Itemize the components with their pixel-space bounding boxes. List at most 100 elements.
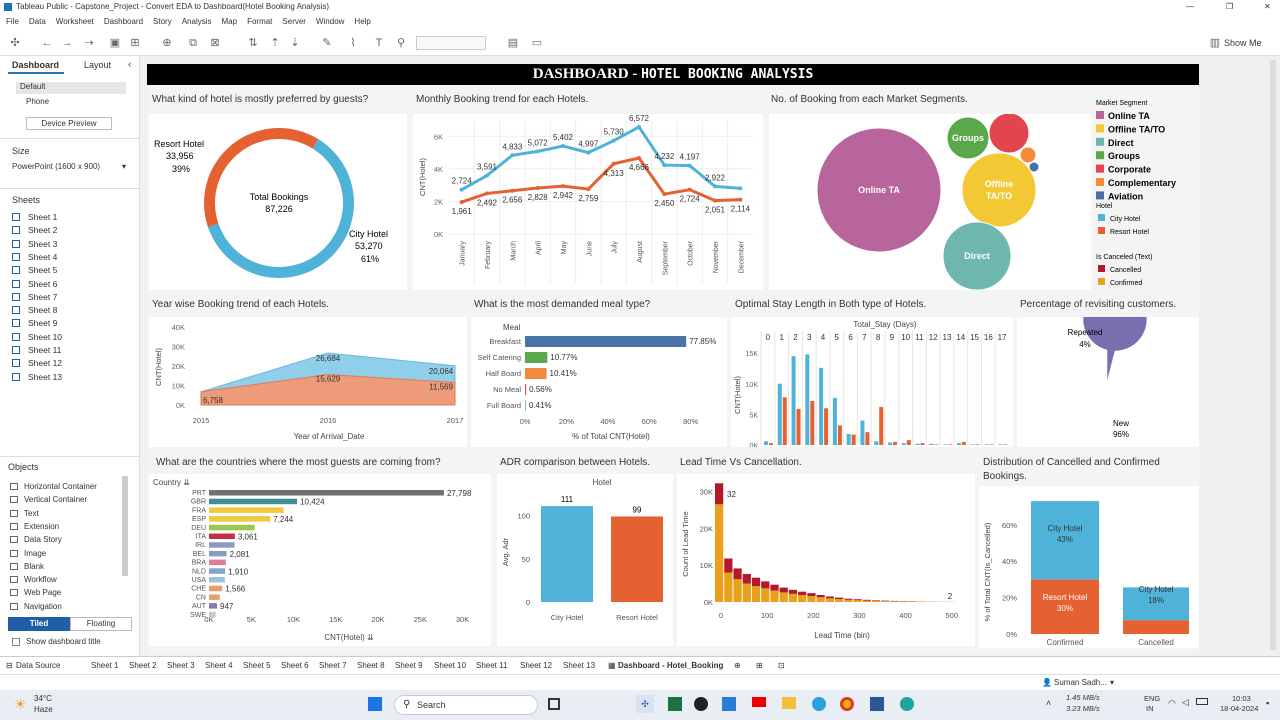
new-story-tab-icon[interactable]: ⊡ [778,661,785,670]
show-cards-icon[interactable]: ▤ [507,37,519,49]
search-box[interactable]: ⚲ Search [394,695,538,715]
lang-1[interactable]: ENG [1144,694,1161,703]
object-item[interactable]: Horizontal Container [24,482,97,491]
save-icon[interactable]: ▣ [109,37,121,49]
github-icon[interactable] [694,697,708,711]
lang-2[interactable]: IN [1146,704,1154,713]
pin-icon[interactable]: ⚲ [396,37,406,49]
add-datasource-icon[interactable]: ⊞ [130,37,140,49]
menu-analysis[interactable]: Analysis [181,17,212,26]
sheet-tab[interactable]: Sheet 1 [91,661,119,670]
sheet-item[interactable]: Sheet 13 [28,371,63,382]
chevron-down-icon[interactable]: ▾ [1110,678,1115,687]
sheet-item[interactable]: Sheet 7 [28,291,58,302]
object-item[interactable]: Web Page [24,588,62,598]
sheet-item[interactable]: Sheet 11 [28,345,62,355]
sort-asc-icon[interactable]: ⇡ [270,37,280,49]
object-item[interactable]: Workflow [24,575,57,585]
sheet-tab[interactable]: Sheet 7 [319,661,347,670]
taskview-icon[interactable] [548,698,560,710]
notification-icon[interactable]: ▪ [1266,698,1270,708]
sheet-tab[interactable]: Sheet 13 [563,661,596,670]
labels-icon[interactable]: T [375,37,383,49]
speaker-icon[interactable]: ◁ [1182,697,1189,707]
object-item[interactable]: Navigation [24,601,62,611]
chevron-up-icon[interactable]: ˄ [1046,698,1052,708]
tableau-logo-icon[interactable]: ✣ [10,37,20,49]
canvas-scrollbar[interactable] [1270,60,1276,650]
sheet-tab[interactable]: Dashboard - Hotel_Booking [618,661,724,670]
user-name[interactable]: Suman Sadh... [1054,678,1107,687]
sheet-tab[interactable]: Sheet 4 [205,661,233,670]
clock-time[interactable]: 10:03 [1232,694,1251,703]
menu-help[interactable]: Help [354,17,371,26]
swap-icon[interactable]: ⇅ [248,37,258,49]
sheet-item[interactable]: Sheet 5 [28,265,58,276]
menu-format[interactable]: Format [247,17,273,26]
object-item[interactable]: Text [24,508,39,518]
new-dashboard-tab-icon[interactable]: ⊞ [756,661,763,670]
floating-button[interactable]: Floating [70,617,132,631]
menu-dashboard[interactable]: Dashboard [103,17,144,26]
sheet-tab[interactable]: Sheet 10 [434,661,467,670]
replay-icon[interactable]: ⇢ [84,37,94,49]
chrome-icon[interactable] [840,697,854,711]
object-item[interactable]: Extension [24,521,60,531]
edge-icon[interactable] [900,697,914,711]
menu-map[interactable]: Map [221,17,238,26]
collapse-icon[interactable]: ‹ [128,59,132,70]
menu-story[interactable]: Story [153,17,172,26]
show-me-icon[interactable]: ▥ [1209,37,1221,49]
sheet-tab[interactable]: Sheet 5 [243,661,271,670]
menu-data[interactable]: Data [28,17,46,26]
datasource-icon[interactable]: ⊟ [6,661,13,670]
tiled-button[interactable]: Tiled [8,617,70,631]
tab-layout[interactable]: Layout [84,60,112,70]
menu-worksheet[interactable]: Worksheet [55,17,94,26]
show-me-button[interactable]: Show Me [1224,38,1262,48]
sheet-tab[interactable]: Sheet 6 [281,661,309,670]
maximize-icon[interactable]: ❐ [1226,2,1234,11]
sheet-item[interactable]: Sheet 1 [28,212,58,222]
clock-date[interactable]: 18-04-2024 [1220,704,1259,713]
telegram-icon[interactable] [812,697,826,711]
sheet-item[interactable]: Sheet 12 [28,358,63,369]
group-icon[interactable]: ⌇ [350,37,356,49]
highlight-icon[interactable]: ✎ [322,37,332,49]
undo-icon[interactable]: ← [41,37,53,49]
start-icon[interactable] [368,697,382,711]
device-preview-button[interactable]: Device Preview [26,117,112,130]
duplicate-icon[interactable]: ⧉ [189,37,197,49]
tableau-task-icon[interactable]: ✣ [636,695,654,713]
close-icon[interactable]: ✕ [1264,2,1271,11]
menu-file[interactable]: File [6,17,19,26]
object-item[interactable]: Blank [24,561,45,571]
sheet-item[interactable]: Sheet 10 [28,331,63,342]
sheet-item[interactable]: Sheet 9 [28,318,58,329]
wifi-icon[interactable]: ◠ [1168,698,1176,708]
sheet-item[interactable]: Sheet 8 [28,305,58,316]
menu-window[interactable]: Window [315,17,345,26]
new-sheet-tab-icon[interactable]: ⊕ [734,661,741,670]
word-icon[interactable] [870,697,884,711]
device-phone[interactable]: Phone [26,97,50,106]
sheet-item[interactable]: Sheet 2 [28,225,58,236]
sheet-tab[interactable]: Sheet 11 [476,661,508,670]
minimize-icon[interactable]: — [1186,2,1194,11]
size-dropdown[interactable]: PowerPoint (1600 x 900) [12,162,101,171]
sheet-tab[interactable]: Sheet 12 [520,661,553,670]
show-title-checkbox[interactable] [12,638,20,646]
sheet-item[interactable]: Sheet 4 [28,251,58,262]
youtube-icon[interactable] [752,697,766,707]
folder-icon[interactable] [782,697,796,709]
presentation-icon[interactable]: ▭ [531,37,543,49]
sheet-tab[interactable]: Sheet 3 [167,661,195,670]
object-item[interactable]: Image [24,548,47,558]
battery-icon[interactable] [1196,698,1208,705]
sheet-tab[interactable]: Sheet 9 [395,661,423,670]
sheet-tab[interactable]: Sheet 8 [357,661,385,670]
store-icon[interactable] [722,697,736,711]
fit-dropdown[interactable] [416,36,486,50]
device-default[interactable]: Default [16,82,126,94]
object-item[interactable]: Data Story [24,535,62,545]
